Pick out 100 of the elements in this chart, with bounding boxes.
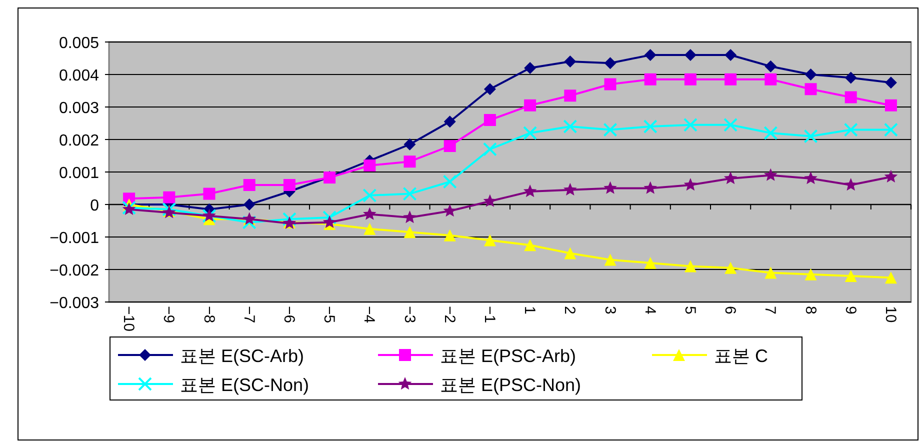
point [564,247,576,260]
point [484,114,496,126]
point [442,174,457,189]
point [804,83,817,96]
point [404,156,416,168]
point [844,178,858,191]
x-tick-label: −10 [120,306,138,332]
y-tick-label: 0.001 [58,165,100,182]
point [564,90,576,102]
y-tick-label: −0.002 [50,262,100,280]
x-tick-label: −3 [400,306,418,324]
legend-label: 표본 C [714,346,768,366]
point [684,49,696,61]
point [603,122,618,137]
point [404,226,416,238]
point [724,172,738,184]
point [563,120,578,134]
point [604,254,616,266]
point [764,126,778,140]
point [844,72,857,84]
point [643,120,658,134]
legend-label: 표본 E(SC-Non) [180,375,310,395]
point [162,202,176,216]
y-tick-label: 0.005 [58,35,100,52]
x-tick-label: −4 [360,306,378,324]
x-tick-label: −6 [280,306,298,324]
point [724,118,738,132]
point [764,168,778,181]
point [443,204,457,217]
point [804,172,818,184]
point [644,257,656,269]
point [764,73,777,86]
point [644,73,656,86]
point [523,184,537,198]
point [203,188,216,200]
point [724,73,737,86]
point [484,83,496,96]
point [482,142,497,156]
x-tick-label: −9 [160,306,178,324]
x-tick-label: 10 [882,306,899,323]
point [844,122,858,137]
point [364,160,376,172]
x-tick-label: −1 [480,306,498,324]
point [163,191,176,204]
point [604,57,616,70]
point [444,116,456,128]
point [644,181,658,194]
point [444,229,456,242]
y-tick-label: 0.003 [58,100,100,117]
point [362,207,376,220]
point [444,140,456,152]
point [283,179,296,191]
point [364,222,376,235]
point [884,170,898,183]
point [524,99,536,112]
legend-label: 표본 E(SC-Arb) [180,346,304,366]
point [644,49,656,61]
point [524,239,536,252]
x-tick-label: −7 [240,306,258,324]
point [804,129,818,144]
x-tick-label: 2 [561,306,578,314]
point [884,272,897,284]
point [483,194,497,207]
point [322,210,337,224]
y-tick-label: −0.001 [50,230,100,247]
point [362,188,377,202]
x-tick-label: 9 [842,306,859,314]
point [764,266,777,279]
point [884,122,898,137]
point [403,210,416,224]
point [764,60,777,72]
point [844,270,857,282]
point [724,262,737,274]
point [564,56,576,68]
point [684,260,696,272]
point [524,62,536,74]
point [724,49,737,61]
x-tick-label: 7 [762,306,779,314]
x-tick-label: 6 [722,306,739,314]
point [684,73,696,86]
point [242,215,256,230]
point [804,68,817,80]
point [884,76,897,89]
point [243,179,256,191]
x-tick-label: −2 [440,306,458,324]
x-tick-label: 1 [521,306,538,314]
point [404,138,416,150]
point [322,215,336,228]
y-tick-label: 0.002 [58,132,100,150]
point [563,182,577,196]
legend-label: 표본 E(PSC-Non) [440,375,582,395]
x-tick-label: 4 [641,306,658,314]
x-tick-label: 5 [681,306,698,314]
point [523,126,538,140]
point [604,78,616,90]
x-tick-label: 8 [802,306,819,314]
point [402,186,417,201]
point [484,234,496,246]
point [684,178,698,191]
point [683,118,698,132]
